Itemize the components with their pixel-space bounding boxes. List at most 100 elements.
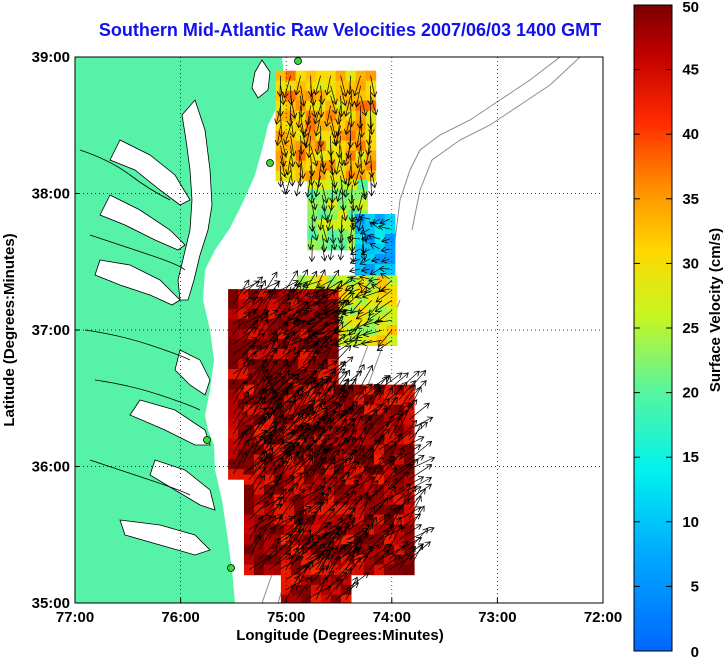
velocity-arrow — [368, 515, 390, 530]
velocity-arrow — [398, 385, 415, 410]
velocity-cell — [310, 544, 322, 556]
velocity-arrow — [388, 465, 412, 480]
velocity-cell — [254, 474, 265, 486]
velocity-arrow — [232, 337, 257, 355]
velocity-arrow — [322, 411, 340, 435]
velocity-arrow — [262, 312, 287, 325]
velocity-arrow — [299, 145, 301, 168]
velocity-cell — [344, 464, 355, 476]
velocity-cell — [328, 339, 339, 350]
velocity-cell — [384, 244, 396, 255]
velocity-cell — [228, 429, 239, 440]
velocity-cell — [344, 444, 355, 456]
velocity-arrow — [352, 219, 360, 221]
colorbar-tick-label: 30 — [682, 255, 699, 272]
velocity-arrow — [312, 328, 337, 345]
velocity-cell — [264, 544, 275, 556]
velocity-cell — [228, 419, 239, 430]
velocity-cell — [288, 299, 299, 310]
velocity-arrow — [351, 155, 352, 179]
velocity-arrow — [308, 416, 323, 440]
velocity-cell — [336, 275, 348, 286]
velocity-arrow — [398, 400, 417, 420]
velocity-arrow — [288, 290, 302, 300]
velocity-cell — [324, 524, 335, 536]
velocity-cell — [340, 594, 352, 603]
velocity-arrow — [338, 467, 356, 490]
velocity-cell — [264, 564, 275, 576]
velocity-arrow — [368, 550, 389, 570]
velocity-cell — [284, 524, 295, 536]
velocity-cell — [254, 404, 265, 416]
velocity-arrow — [316, 175, 321, 197]
velocity-arrow — [312, 438, 325, 465]
velocity-arrow — [388, 403, 410, 420]
velocity-arrow — [242, 334, 264, 355]
velocity-cell — [345, 170, 357, 182]
velocity-cell — [394, 394, 405, 406]
velocity-cell — [274, 564, 285, 576]
velocity-arrow — [322, 334, 345, 355]
velocity-arrow — [338, 184, 343, 202]
velocity-arrow — [318, 369, 336, 390]
velocity-arrow — [262, 331, 277, 355]
colorbar-tick-label: 45 — [682, 62, 699, 79]
velocity-arrow — [398, 445, 421, 460]
velocity-arrow — [295, 542, 318, 561]
velocity-arrow — [345, 175, 351, 197]
velocity-arrow — [379, 330, 393, 346]
velocity-arrow — [258, 410, 275, 430]
velocity-arrow — [398, 514, 421, 530]
velocity-arrow — [258, 388, 273, 410]
velocity-cell — [366, 295, 378, 306]
velocity-arrow — [348, 365, 364, 390]
velocity-cell — [294, 504, 305, 516]
velocity-cell — [314, 494, 325, 506]
velocity-arrow — [311, 155, 313, 176]
velocity-arrow — [278, 489, 293, 510]
velocity-arrow — [368, 457, 383, 480]
velocity-arrow — [338, 386, 352, 410]
velocity-cell — [264, 504, 275, 516]
velocity-arrow — [375, 300, 392, 311]
velocity-cell — [280, 554, 292, 566]
velocity-cell — [334, 484, 345, 496]
velocity-arrow — [278, 436, 300, 450]
velocity-arrow — [258, 547, 277, 570]
velocity-cell — [315, 70, 327, 82]
velocity-cell — [315, 170, 327, 182]
velocity-cell — [344, 474, 355, 486]
velocity-cell — [354, 444, 365, 456]
velocity-arrow — [318, 458, 335, 480]
velocity-arrow — [408, 528, 428, 550]
velocity-cell — [404, 544, 415, 556]
velocity-cell — [324, 464, 335, 476]
velocity-cell — [357, 199, 368, 211]
velocity-cell — [254, 544, 265, 556]
velocity-cell — [364, 534, 375, 546]
velocity-arrow — [312, 386, 335, 405]
velocity-arrow — [378, 388, 393, 410]
velocity-arrow — [388, 434, 402, 460]
velocity-arrow — [262, 462, 288, 475]
velocity-arrow — [318, 427, 337, 450]
y-axis-label: Latitude (Degrees:Minutes) — [1, 233, 18, 426]
velocity-cell — [314, 474, 325, 486]
velocity-cell — [404, 394, 415, 406]
velocity-arrow — [328, 459, 352, 470]
velocity-cell — [354, 384, 365, 396]
velocity-cell — [238, 289, 249, 300]
velocity-arrow — [377, 340, 393, 350]
velocity-arrow — [232, 412, 247, 435]
velocity-arrow — [310, 95, 316, 117]
velocity-cell — [244, 514, 255, 526]
velocity-arrow — [398, 420, 417, 440]
velocity-arrow — [328, 380, 349, 400]
velocity-cell — [244, 534, 255, 546]
velocity-arrow — [268, 474, 281, 500]
velocity-arrow — [338, 115, 341, 136]
velocity-arrow — [328, 459, 347, 480]
velocity-arrow — [268, 541, 291, 560]
velocity-arrow — [258, 504, 282, 520]
